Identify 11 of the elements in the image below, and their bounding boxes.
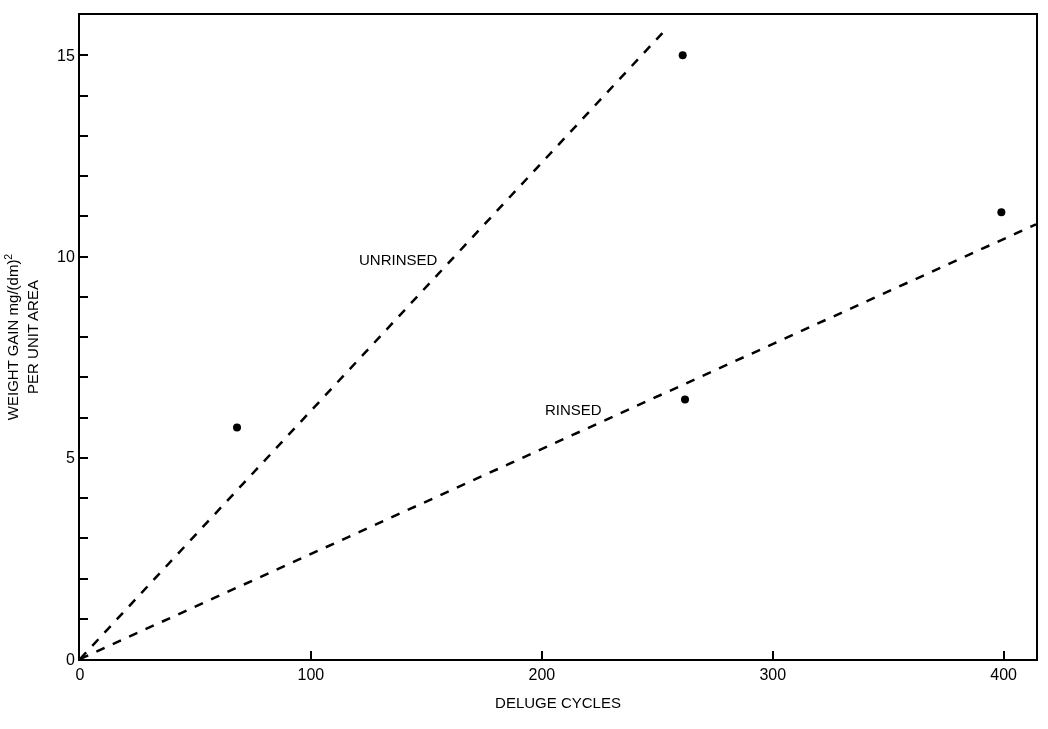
x-tick-label: 100: [297, 666, 325, 684]
y-tick-label: 5: [65, 449, 75, 467]
x-tick-label: 200: [528, 666, 556, 684]
y-tick-label: 15: [57, 46, 75, 64]
y-tick-label: 10: [57, 248, 75, 266]
series-label: UNRINSED: [359, 251, 438, 268]
y-tick-label: 0: [65, 650, 75, 668]
x-axis-title: DELUGE CYCLES: [495, 693, 621, 711]
x-tick-label: 300: [759, 666, 787, 684]
series-label: RINSED: [545, 401, 602, 418]
x-tick-label: 400: [990, 666, 1018, 684]
